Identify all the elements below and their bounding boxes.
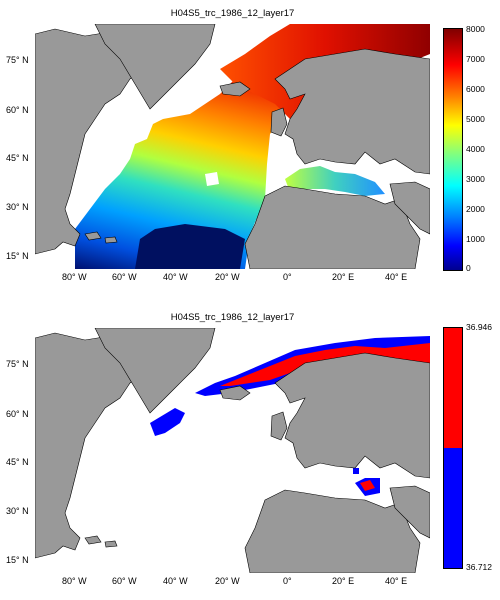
top-colorbar [443,28,463,271]
bottom-colorbar-top-label: 36.946 [466,322,492,332]
top-lon-label-40w: 40° W [163,272,188,282]
bottom-lon-label-20w: 20° W [215,576,240,586]
bottom-lon-label-80w: 80° W [62,576,87,586]
land-masses [35,328,430,573]
top-lat-label-60n: 60° N [6,105,29,115]
bottom-lon-label-60w: 60° W [112,576,137,586]
top-lat-label-15n: 15° N [6,251,29,261]
bottom-lon-label-0: 0° [283,576,292,586]
top-colorbar-tick-5000: 5000 [466,114,485,124]
bottom-lon-label-20e: 20° E [332,576,355,586]
bottom-lat-label-75n: 75° N [6,359,29,369]
bottom-colorbar [443,327,463,569]
top-lon-label-20e: 20° E [332,272,355,282]
top-lat-label-30n: 30° N [6,202,29,212]
top-lon-label-80w: 80° W [62,272,87,282]
bottom-colorbar-bottom-label: 36.712 [466,562,492,572]
top-lat-label-75n: 75° N [6,55,29,65]
top-colorbar-tick-0: 0 [466,263,471,273]
bottom-lat-label-60n: 60° N [6,409,29,419]
bottom-lat-label-30n: 30° N [6,506,29,516]
bottom-map-canvas [35,328,430,573]
top-lat-label-45n: 45° N [6,153,29,163]
top-lon-label-40e: 40° E [385,272,408,282]
top-map-canvas [35,24,430,269]
top-colorbar-tick-3000: 3000 [466,174,485,184]
land-masses [35,24,430,269]
top-lon-label-0: 0° [283,272,292,282]
top-map [35,24,430,269]
top-lon-label-60w: 60° W [112,272,137,282]
top-colorbar-tick-7000: 7000 [466,54,485,64]
top-map-title: H04S5_trc_1986_12_layer17 [170,8,295,19]
top-colorbar-tick-2000: 2000 [466,204,485,214]
top-colorbar-tick-4000: 4000 [466,144,485,154]
bottom-map [35,328,430,573]
bottom-lat-label-45n: 45° N [6,457,29,467]
bottom-lat-label-15n: 15° N [6,555,29,565]
top-lon-label-20w: 20° W [215,272,240,282]
bottom-lon-label-40e: 40° E [385,576,408,586]
top-colorbar-tick-6000: 6000 [466,84,485,94]
bottom-map-title: H04S5_trc_1986_12_layer17 [170,312,295,323]
top-colorbar-tick-1000: 1000 [466,234,485,244]
bottom-lon-label-40w: 40° W [163,576,188,586]
top-colorbar-tick-8000: 8000 [466,24,485,34]
